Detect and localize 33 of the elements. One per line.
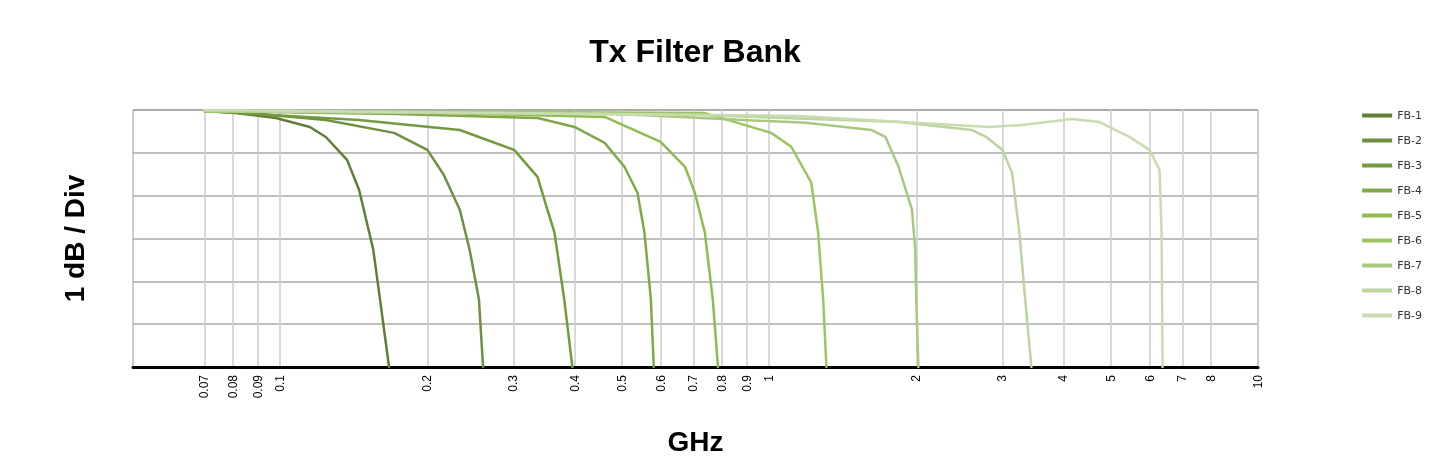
x-tick-label: 0.6	[653, 374, 668, 392]
legend-label: FB-8	[1397, 284, 1422, 297]
x-tick-label: 3	[995, 374, 1010, 382]
legend-label: FB-3	[1397, 159, 1422, 172]
x-tick-label: 0.8	[714, 374, 729, 392]
x-tick-label: 0.09	[250, 374, 265, 399]
x-tick-label: 0.3	[506, 374, 521, 392]
x-axis-title: GHz	[667, 425, 724, 457]
x-tick-label: 0.07	[197, 374, 212, 399]
x-tick-label: 0.7	[686, 374, 701, 392]
x-tick-label: 0.1	[273, 374, 288, 392]
legend-label: FB-7	[1397, 259, 1422, 272]
x-tick-label: 7	[1175, 374, 1190, 382]
x-tick-label: 0.4	[567, 374, 582, 392]
legend-label: FB-9	[1397, 309, 1422, 322]
x-tick-label: 1	[762, 374, 777, 382]
x-tick-label: 0.9	[739, 374, 754, 392]
x-tick-label: 5	[1103, 374, 1118, 382]
chart-title: Tx Filter Bank	[589, 33, 802, 69]
x-tick-label: 0.2	[420, 374, 435, 392]
x-tick-label: 10	[1251, 374, 1265, 389]
legend-label: FB-6	[1397, 234, 1422, 247]
x-tick-label: 6	[1142, 374, 1157, 382]
legend-label: FB-2	[1397, 134, 1422, 147]
x-tick-label: 8	[1203, 374, 1218, 382]
x-tick-label: 0.5	[614, 374, 629, 392]
legend-label: FB-1	[1397, 109, 1422, 122]
legend-label: FB-5	[1397, 209, 1422, 222]
x-tick-label: 2	[909, 374, 924, 382]
x-tick-label: 0.08	[225, 374, 240, 399]
x-tick-label: 4	[1056, 374, 1071, 382]
legend-label: FB-4	[1397, 184, 1422, 197]
y-axis-title: 1 dB / Div	[58, 174, 90, 303]
